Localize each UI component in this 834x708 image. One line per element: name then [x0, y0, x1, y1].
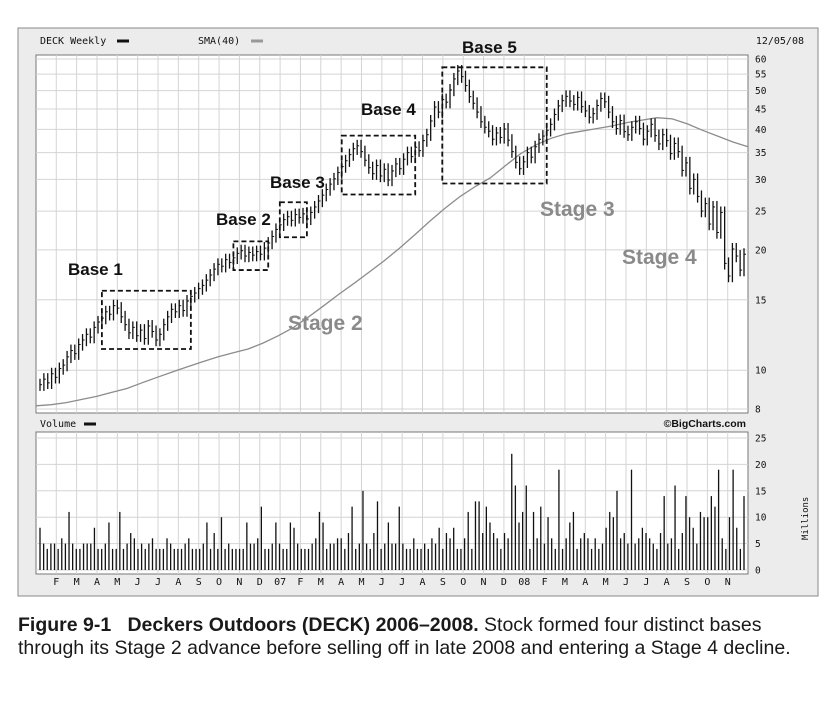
figure-caption: Figure 9-1 Deckers Outdoors (DECK) 2006–… [18, 614, 818, 660]
volume-bars-layer [39, 453, 745, 570]
month-label: 08 [518, 577, 530, 588]
caption-text: Stock formed four distinct bases through… [18, 614, 791, 659]
price-tick-label: 50 [755, 86, 767, 97]
month-label: M [562, 577, 568, 588]
month-label: F [297, 577, 303, 588]
chart-date: 12/05/08 [756, 36, 804, 47]
symbol-legend-label: DECK Weekly [40, 36, 106, 47]
base-box [441, 66, 548, 185]
month-label: O [216, 577, 222, 588]
month-label: M [74, 577, 80, 588]
month-label: N [236, 577, 242, 588]
month-label: O [460, 577, 466, 588]
sma-line-layer [35, 117, 749, 407]
month-label: J [399, 577, 405, 588]
price-tick-label: 25 [755, 207, 766, 218]
month-label: S [196, 577, 202, 588]
month-label: J [135, 577, 141, 588]
sma-legend-label: SMA(40) [198, 36, 240, 47]
base-box [100, 289, 192, 350]
month-label: J [623, 577, 629, 588]
annotation-stage-2: Stage 2 [288, 312, 363, 335]
volume-unit-label: Millions [801, 497, 811, 540]
caption-title: Deckers Outdoors (DECK) 2006–2008. [127, 614, 479, 636]
month-labels-layer: F M A M J J A S O N D 07 F M A M J J A S O N D 08 F M A M J J A S O N [53, 577, 730, 588]
month-label: A [664, 577, 670, 588]
price-tick-label: 10 [755, 366, 767, 377]
price-bars-layer [39, 65, 746, 391]
volume-tick-label: 15 [755, 486, 766, 497]
month-label: 07 [274, 577, 286, 588]
month-label: D [501, 577, 507, 588]
volume-tick-label: 20 [755, 460, 767, 471]
price-tick-label: 30 [755, 175, 767, 186]
annotation-stage-3: Stage 3 [540, 198, 615, 221]
month-label: F [53, 577, 59, 588]
month-label: J [643, 577, 649, 588]
volume-tick-label: 5 [755, 539, 761, 550]
volume-panel [35, 431, 749, 575]
month-label: O [704, 577, 710, 588]
caption-label: Figure 9-1 [18, 614, 112, 636]
annotation-stage-4: Stage 4 [622, 246, 697, 269]
price-panel [35, 54, 749, 414]
month-label: N [481, 577, 487, 588]
price-tick-label: 8 [755, 405, 761, 416]
month-label: D [257, 577, 263, 588]
month-label: M [114, 577, 120, 588]
month-label: J [155, 577, 161, 588]
volume-tick-label: 0 [755, 566, 761, 577]
month-label: S [684, 577, 690, 588]
price-tick-label: 60 [755, 55, 767, 66]
month-label: A [420, 577, 426, 588]
price-tick-label: 40 [755, 125, 767, 136]
month-label: A [338, 577, 344, 588]
source-credit: ©BigCharts.com [664, 418, 746, 430]
annotation-base-2: Base 2 [216, 210, 271, 229]
annotation-base-5: Base 5 [462, 38, 517, 57]
sma-40-line [35, 117, 749, 407]
month-label: M [318, 577, 324, 588]
price-tick-label: 35 [755, 148, 766, 159]
month-label: A [175, 577, 181, 588]
annotation-base-3: Base 3 [270, 173, 325, 192]
volume-tick-label: 10 [755, 513, 767, 524]
month-label: F [542, 577, 548, 588]
month-label: A [582, 577, 588, 588]
price-tick-label: 55 [755, 70, 766, 81]
month-label: M [358, 577, 364, 588]
price-tick-label: 45 [755, 104, 766, 115]
base-box [340, 134, 417, 196]
month-label: A [94, 577, 100, 588]
base-box [232, 240, 270, 271]
price-tick-label: 20 [755, 245, 767, 256]
price-tick-label: 15 [755, 295, 766, 306]
month-label: S [440, 577, 446, 588]
volume-tick-label: 25 [755, 434, 766, 445]
annotation-base-4: Base 4 [361, 100, 416, 119]
base-boxes-layer [100, 66, 548, 350]
annotation-base-1: Base 1 [68, 260, 123, 279]
volume-legend-label: Volume [40, 419, 76, 430]
base-box [278, 201, 308, 239]
month-label: N [725, 577, 731, 588]
month-label: M [603, 577, 609, 588]
month-label: J [379, 577, 385, 588]
